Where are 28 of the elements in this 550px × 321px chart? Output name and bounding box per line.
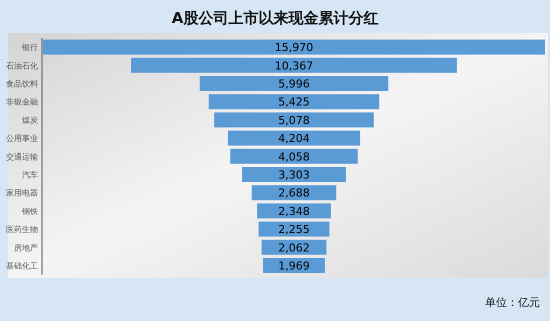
data-label: 5,425 (278, 96, 310, 109)
category-label: 非银金融 (6, 98, 38, 107)
category-label: 医药生物 (6, 225, 38, 234)
data-label: 2,688 (278, 186, 310, 200)
data-label: 15,970 (274, 41, 314, 54)
category-label: 石油石化 (6, 61, 38, 70)
category-label: 煤炭 (22, 116, 38, 125)
category-label: 交通运输 (6, 152, 38, 162)
category-label: 基础化工 (6, 262, 38, 270)
data-label: 5,996 (278, 78, 310, 90)
data-label: 10,367 (274, 59, 314, 72)
text: 单位：亿元 (485, 296, 540, 309)
category-label: 公用事业 (6, 134, 38, 144)
category-label: 房地产 (14, 243, 38, 252)
category-label: 食品饮料 (6, 80, 38, 88)
data-label: 4,058 (278, 150, 310, 164)
text: A股公司上市以来现金累计分红 (172, 9, 378, 27)
data-label: 2,348 (278, 204, 310, 218)
category-label: 银行 (21, 43, 38, 52)
data-label: 3,303 (278, 168, 310, 182)
data-label: 2,255 (278, 223, 310, 236)
data-label: 1,969 (278, 260, 310, 272)
category-label: 家用电器 (6, 188, 38, 198)
data-label: 2,062 (278, 241, 310, 254)
data-label: 4,204 (278, 132, 310, 146)
category-label: 钢铁 (21, 206, 38, 216)
data-label: 5,078 (278, 114, 310, 127)
category-label: 汽车 (22, 170, 38, 180)
